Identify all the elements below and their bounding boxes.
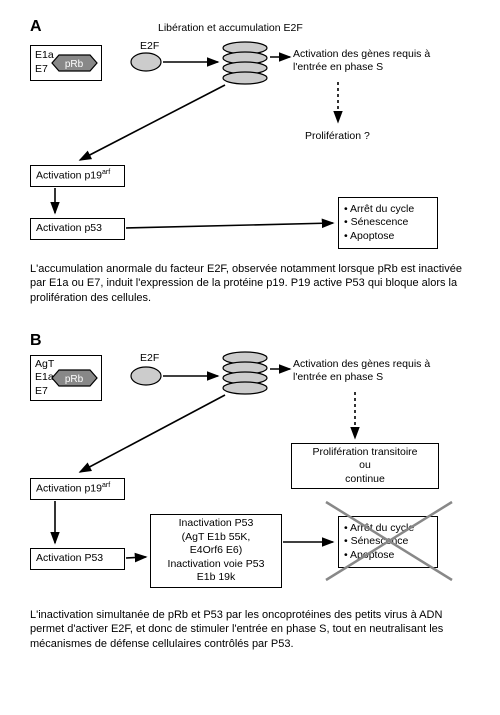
- inact-l1: Inactivation P53: [179, 517, 254, 531]
- outcome-b-1: • Arrêt du cycle: [344, 522, 432, 536]
- outcome-b-3: • Apoptose: [344, 549, 432, 563]
- panel-a-label: A: [30, 18, 42, 36]
- proliferation-b: Prolifération transitoire ou continue: [291, 443, 439, 489]
- protein-e1a-b: E1a: [35, 371, 97, 385]
- prolif-b-l1: Prolifération transitoire: [312, 446, 417, 460]
- act-genes-a-l1: Activation des gènes requis à: [293, 48, 430, 60]
- outcomes-b: • Arrêt du cycle • Sénescence • Apoptose: [338, 516, 438, 568]
- outcome-a-3: • Apoptose: [344, 230, 432, 244]
- act-genes-b-l2: l'entrée en phase S: [293, 371, 383, 383]
- actp19-a-text: Activation p19: [36, 170, 102, 182]
- activation-p19-b: Activation p19arf: [30, 478, 125, 500]
- caption-a: L'accumulation anormale du facteur E2F, …: [30, 262, 470, 305]
- prolif-b-l2: ou: [359, 459, 371, 473]
- arrow-discs-p19-b: [80, 395, 225, 472]
- outcomes-a: • Arrêt du cycle • Sénescence • Apoptose: [338, 197, 438, 249]
- act-genes-a-l2: l'entrée en phase S: [293, 61, 383, 73]
- arrow-p53-inact-b: [126, 557, 146, 558]
- activation-genes-b: Activation des gènes requis à l'entrée e…: [293, 358, 430, 384]
- actp19-b-text: Activation p19: [36, 483, 102, 495]
- protein-box-a: E1a E7: [30, 45, 102, 81]
- inact-l2: (AgT E1b 55K,: [182, 531, 251, 545]
- inact-l3: E4Orf6 E6): [190, 544, 243, 558]
- inact-l4: Inactivation voie P53: [168, 558, 265, 572]
- caption-b: L'inactivation simultanée de pRb et P53 …: [30, 608, 470, 651]
- actp53-a-text: Activation p53: [36, 222, 119, 236]
- activation-p53-a: Activation p53: [30, 218, 125, 240]
- protein-e1a: E1a: [35, 49, 97, 63]
- activation-genes-a: Activation des gènes requis à l'entrée e…: [293, 48, 430, 74]
- inact-l5: E1b 19k: [197, 571, 236, 585]
- outcome-a-2: • Sénescence: [344, 216, 432, 230]
- discs-b: [223, 352, 267, 394]
- panel-b-label: B: [30, 332, 42, 350]
- actp53-b-text: Activation P53: [36, 552, 119, 566]
- activation-p53-b: Activation P53: [30, 548, 125, 570]
- protein-agt: AgT: [35, 358, 97, 372]
- arrow-discs-p19-a: [80, 85, 225, 160]
- e2f-label-a: E2F: [140, 40, 159, 53]
- actp19-b-sup: arf: [102, 482, 110, 489]
- prolif-b-l3: continue: [345, 473, 385, 487]
- release-title-a: Libération et accumulation E2F: [158, 22, 303, 35]
- e2f-label-b: E2F: [140, 352, 159, 365]
- protein-e7: E7: [35, 63, 97, 77]
- activation-p19-a: Activation p19arf: [30, 165, 125, 187]
- arrow-p53-outcomes-a: [126, 223, 333, 228]
- protein-box-b: AgT E1a E7: [30, 355, 102, 401]
- act-genes-b-l1: Activation des gènes requis à: [293, 358, 430, 370]
- outcome-a-1: • Arrêt du cycle: [344, 203, 432, 217]
- e2f-shape-a: [131, 53, 161, 71]
- proliferation-a: Prolifération ?: [305, 130, 370, 143]
- protein-e7-b: E7: [35, 385, 97, 399]
- outcome-b-2: • Sénescence: [344, 535, 432, 549]
- e2f-shape-b: [131, 367, 161, 385]
- actp19-a-sup: arf: [102, 169, 110, 176]
- inactivation-box-b: Inactivation P53 (AgT E1b 55K, E4Orf6 E6…: [150, 514, 282, 588]
- discs-a: [223, 42, 267, 84]
